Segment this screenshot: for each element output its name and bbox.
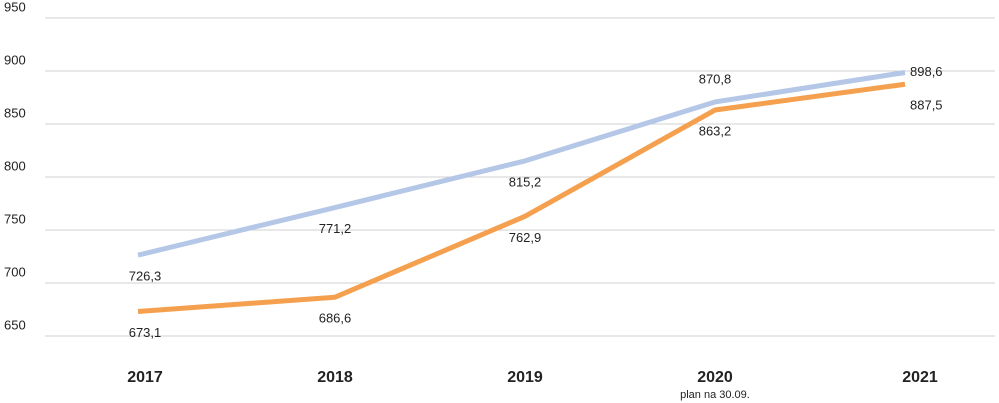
data-label: 673,1	[129, 325, 162, 340]
x-tick-label: 2017	[127, 369, 163, 386]
y-tick-label: 700	[4, 264, 26, 279]
y-tick-label: 800	[4, 158, 26, 173]
y-tick-label: 650	[4, 317, 26, 332]
x-tick-label: 2018	[317, 369, 353, 386]
annotation: plan na 30.09.	[680, 389, 750, 401]
data-label: 870,8	[699, 71, 732, 86]
x-tick-label: 2020	[697, 369, 733, 386]
data-label: 771,2	[319, 221, 352, 236]
y-tick-label: 950	[4, 0, 26, 14]
data-label: 898,6	[910, 64, 943, 79]
data-label: 815,2	[509, 174, 542, 189]
data-label: 887,5	[910, 98, 943, 113]
line-series	[137, 70, 906, 258]
x-tick-label: 2019	[507, 369, 543, 386]
data-label: 863,2	[699, 123, 732, 138]
data-label: 726,3	[129, 269, 162, 284]
x-tick-label: 2021	[902, 369, 938, 386]
y-tick-label: 750	[4, 211, 26, 226]
y-tick-label: 850	[4, 105, 26, 120]
line-series	[137, 81, 906, 315]
y-tick-label: 900	[4, 52, 26, 67]
data-label: 762,9	[509, 230, 542, 245]
data-label: 686,6	[319, 311, 352, 326]
